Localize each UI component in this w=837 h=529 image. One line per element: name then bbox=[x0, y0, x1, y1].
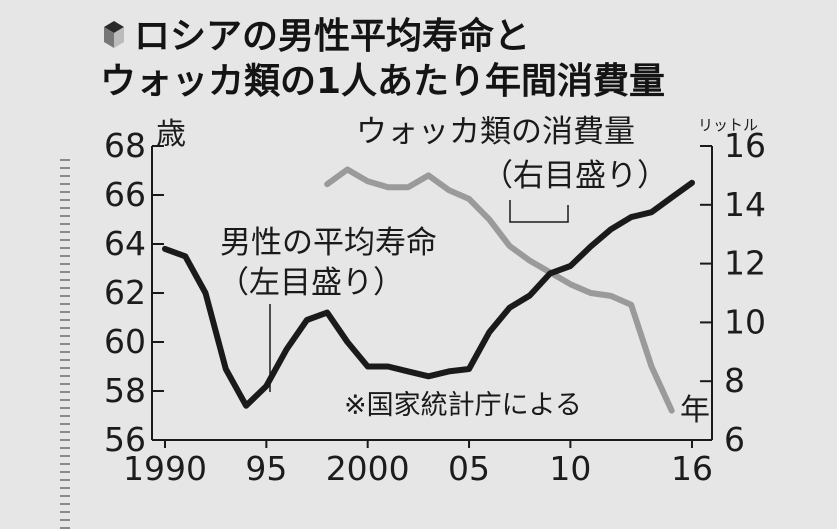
x-tick-label: 1990 bbox=[123, 449, 207, 488]
right-tick-label: 12 bbox=[724, 244, 766, 283]
life-series-label: 男性の平均寿命 bbox=[220, 225, 437, 261]
x-tick-label: 05 bbox=[448, 449, 490, 488]
chart-title-line-1: ロシアの男性平均寿命と bbox=[134, 15, 530, 57]
left-axis-ticks: 68 66 64 62 60 58 56 bbox=[104, 126, 164, 459]
x-axis-ticks: 1990 95 2000 05 10 16 bbox=[123, 440, 713, 488]
left-tick-label: 58 bbox=[104, 371, 146, 410]
right-tick-label: 10 bbox=[724, 302, 766, 341]
right-tick-label: 16 bbox=[724, 126, 766, 165]
x-tick-label: 10 bbox=[549, 449, 591, 488]
right-axis-ticks: 16 14 12 10 8 6 bbox=[700, 126, 766, 459]
vodka-series-sublabel: （右目盛り） bbox=[482, 158, 668, 194]
vodka-series-label: ウォッカ類の消費量 bbox=[356, 114, 635, 150]
margin-ruler bbox=[60, 159, 70, 529]
male-life-expectancy-line bbox=[162, 179, 695, 409]
right-axis-unit: リットル bbox=[698, 116, 758, 134]
x-tick-label: 95 bbox=[245, 449, 287, 488]
x-axis-unit: 年 bbox=[680, 393, 710, 428]
left-tick-label: 66 bbox=[104, 175, 146, 214]
vodka-consumption-line bbox=[324, 166, 675, 414]
vodka-label-leader bbox=[509, 200, 569, 223]
left-tick-label: 62 bbox=[104, 273, 146, 312]
right-tick-label: 14 bbox=[724, 185, 766, 224]
x-tick-label: 2000 bbox=[326, 449, 410, 488]
right-tick-label: 8 bbox=[724, 361, 745, 400]
left-tick-label: 60 bbox=[104, 322, 146, 361]
x-tick-label: 16 bbox=[671, 449, 713, 488]
source-note: ※国家統計庁による bbox=[344, 390, 582, 421]
right-tick-label: 6 bbox=[724, 420, 745, 459]
title-bullet-icon bbox=[104, 21, 124, 48]
life-series-sublabel: （左目盛り） bbox=[218, 265, 404, 301]
left-tick-label: 68 bbox=[104, 126, 146, 165]
left-tick-label: 56 bbox=[104, 420, 146, 459]
left-tick-label: 64 bbox=[104, 224, 146, 263]
chart-title-line-2: ウォッカ類の1人あたり年間消費量 bbox=[100, 61, 665, 102]
